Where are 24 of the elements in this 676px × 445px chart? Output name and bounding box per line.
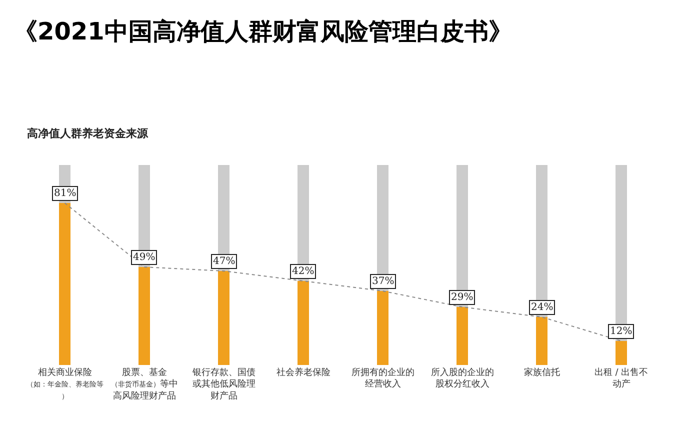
chart-title: 《2021中国高净值人群财富风险管理白皮书》 xyxy=(14,18,512,46)
bar xyxy=(377,291,388,365)
data-label: 49% xyxy=(133,252,156,263)
bar xyxy=(616,341,627,365)
data-label: 12% xyxy=(610,326,632,337)
bar xyxy=(138,267,150,365)
x-tick-label: 出租 / 出售不动产 xyxy=(594,367,648,390)
bar xyxy=(59,203,70,365)
bar xyxy=(218,271,230,365)
data-label: 24% xyxy=(531,302,554,313)
bar xyxy=(536,317,548,365)
chart-subtitle: 高净值人群养老资金来源 xyxy=(27,127,149,140)
x-tick-label: 银行存款、国债或其他低风险理财产品 xyxy=(191,367,256,402)
bar xyxy=(456,307,468,365)
x-tick-label: 社会养老保险 xyxy=(276,367,330,378)
x-tick-label: 所入股的企业的股权分红收入 xyxy=(430,367,494,390)
data-label: 81% xyxy=(54,188,76,199)
bar xyxy=(298,281,309,365)
data-label: 29% xyxy=(451,292,474,303)
data-label: 37% xyxy=(372,276,394,287)
x-tick-label: 所拥有的企业的经营收入 xyxy=(351,367,414,390)
data-label: 42% xyxy=(292,266,314,277)
data-label: 47% xyxy=(213,256,236,267)
x-tick-label: 家族信托 xyxy=(524,367,560,378)
